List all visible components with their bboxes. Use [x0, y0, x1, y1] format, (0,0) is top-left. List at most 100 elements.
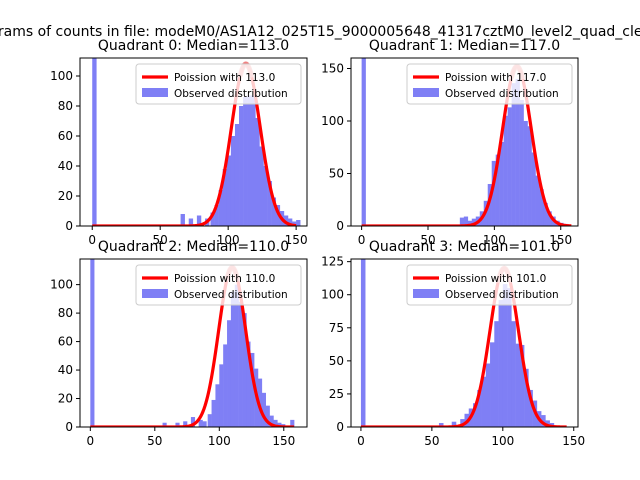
histogram-bar — [451, 421, 457, 427]
x-tick-label: 0 — [86, 434, 94, 448]
legend-label-poisson: Poission with 110.0 — [174, 273, 275, 285]
axes-frame — [350, 258, 579, 428]
histogram-bar — [202, 421, 207, 427]
y-tick-label: 100 — [321, 114, 344, 128]
histogram-bar — [175, 422, 180, 427]
y-tick-label: 60 — [58, 129, 73, 143]
histogram-bar — [519, 100, 524, 226]
histogram-bar — [230, 291, 236, 427]
y-tick-label: 60 — [58, 335, 73, 349]
x-tick-label: 50 — [147, 434, 162, 448]
histogram-bar — [481, 376, 487, 427]
histogram-bar — [226, 155, 232, 226]
axes-frame — [79, 57, 308, 227]
histogram-bar — [218, 190, 223, 226]
histogram-bar — [473, 403, 478, 427]
histogram-bar — [515, 343, 521, 427]
y-tick-label: 150 — [321, 62, 344, 76]
histogram-bar — [162, 422, 167, 427]
histogram-bar — [215, 384, 220, 427]
histogram-bar — [273, 419, 278, 427]
histogram-bar — [214, 205, 219, 226]
histogram-bar — [292, 221, 297, 226]
plot-area — [89, 259, 296, 427]
x-tick-label: 150 — [272, 434, 295, 448]
histogram-bar — [463, 216, 469, 226]
histogram-bar — [485, 363, 491, 427]
y-tick-label: 40 — [58, 159, 73, 173]
histogram-bar — [495, 154, 500, 226]
x-tick-label: 100 — [217, 233, 240, 247]
histogram-bar — [287, 218, 293, 226]
legend-box — [135, 264, 302, 306]
y-tick-label: 50 — [329, 167, 344, 181]
subplot-2: 0 50 100 150 0 20 40 60 80 100 Quadrant 2: Median=… — [50, 239, 308, 448]
histogram-bar — [519, 344, 525, 427]
x-tick-label: 50 — [420, 233, 435, 247]
x-tick-label: 0 — [88, 233, 96, 247]
histogram-bar — [523, 121, 528, 226]
x-tick-label: 150 — [562, 434, 585, 448]
x-tick-label: 0 — [358, 233, 366, 247]
legend-bar-swatch — [413, 88, 439, 97]
legend-bar-swatch — [413, 289, 439, 298]
histogram-bar — [219, 364, 224, 427]
y-tick-label: 0 — [336, 420, 344, 434]
axes-frame — [79, 258, 308, 428]
histogram-bar — [490, 342, 495, 427]
histogram-bar — [547, 211, 552, 226]
histogram-bar — [243, 97, 248, 226]
histogram-bar — [198, 419, 203, 427]
legend-box — [135, 63, 302, 105]
histogram-bar — [535, 175, 540, 226]
histogram-bar — [515, 79, 520, 226]
histogram-bar — [545, 420, 550, 427]
x-tick-label: 100 — [491, 434, 514, 448]
subplot-3: 0 50 100 150 0 25 50 75 100 125 Quadrant 3: Median… — [321, 239, 585, 448]
histogram-bar — [491, 160, 496, 226]
y-tick-label: 80 — [58, 306, 73, 320]
histogram-bar — [238, 301, 243, 427]
legend-label-poisson: Poission with 101.0 — [445, 273, 546, 285]
histogram-bar — [438, 423, 444, 427]
legend-label-poisson: Poission with 113.0 — [174, 72, 275, 84]
subplot-title: Quadrant 3: Median=101.0 — [369, 239, 560, 255]
histogram-bar — [527, 126, 532, 226]
histogram-bar — [467, 220, 473, 226]
x-tick-label: 150 — [549, 233, 572, 247]
x-tick-label: 100 — [483, 233, 506, 247]
histogram-bar — [498, 300, 504, 427]
poisson-curve — [360, 266, 568, 427]
histogram-bar — [211, 399, 216, 427]
histogram-bar — [196, 215, 202, 226]
y-tick-label: 0 — [65, 420, 73, 434]
histogram-bar — [227, 320, 232, 427]
legend-label-observed: Observed distribution — [445, 289, 559, 301]
histogram-bar — [494, 321, 499, 427]
histogram-bar — [524, 368, 529, 427]
histogram-bar — [255, 118, 260, 226]
histogram-bar — [267, 181, 272, 226]
histogram-bar — [90, 259, 95, 427]
subplot-1: 0 50 100 150 0 50 100 150 Quadrant 1: Median=117… — [321, 38, 579, 247]
histogram-bar — [92, 58, 97, 226]
histogram-bar — [507, 107, 512, 226]
figure-suptitle: Histograms of counts in file: modeM0/AS1… — [0, 24, 640, 40]
x-tick-label: 150 — [285, 233, 308, 247]
legend-box — [406, 63, 573, 105]
histogram-bar — [261, 392, 266, 427]
histogram-bar — [239, 106, 244, 226]
histogram-bar — [246, 341, 251, 427]
histogram-bar — [539, 189, 544, 226]
histogram-bar — [459, 217, 465, 226]
subplot-title: Quadrant 1: Median=117.0 — [369, 38, 560, 54]
histogram-bar — [247, 95, 252, 226]
subplot-title: Quadrant 2: Median=110.0 — [98, 239, 289, 255]
histogram-bar — [290, 419, 295, 427]
y-tick-label: 0 — [65, 219, 73, 233]
histogram-bar — [296, 220, 301, 226]
histogram-bar — [360, 259, 366, 427]
y-tick-label: 80 — [58, 99, 73, 113]
histogram-bar — [210, 212, 215, 226]
